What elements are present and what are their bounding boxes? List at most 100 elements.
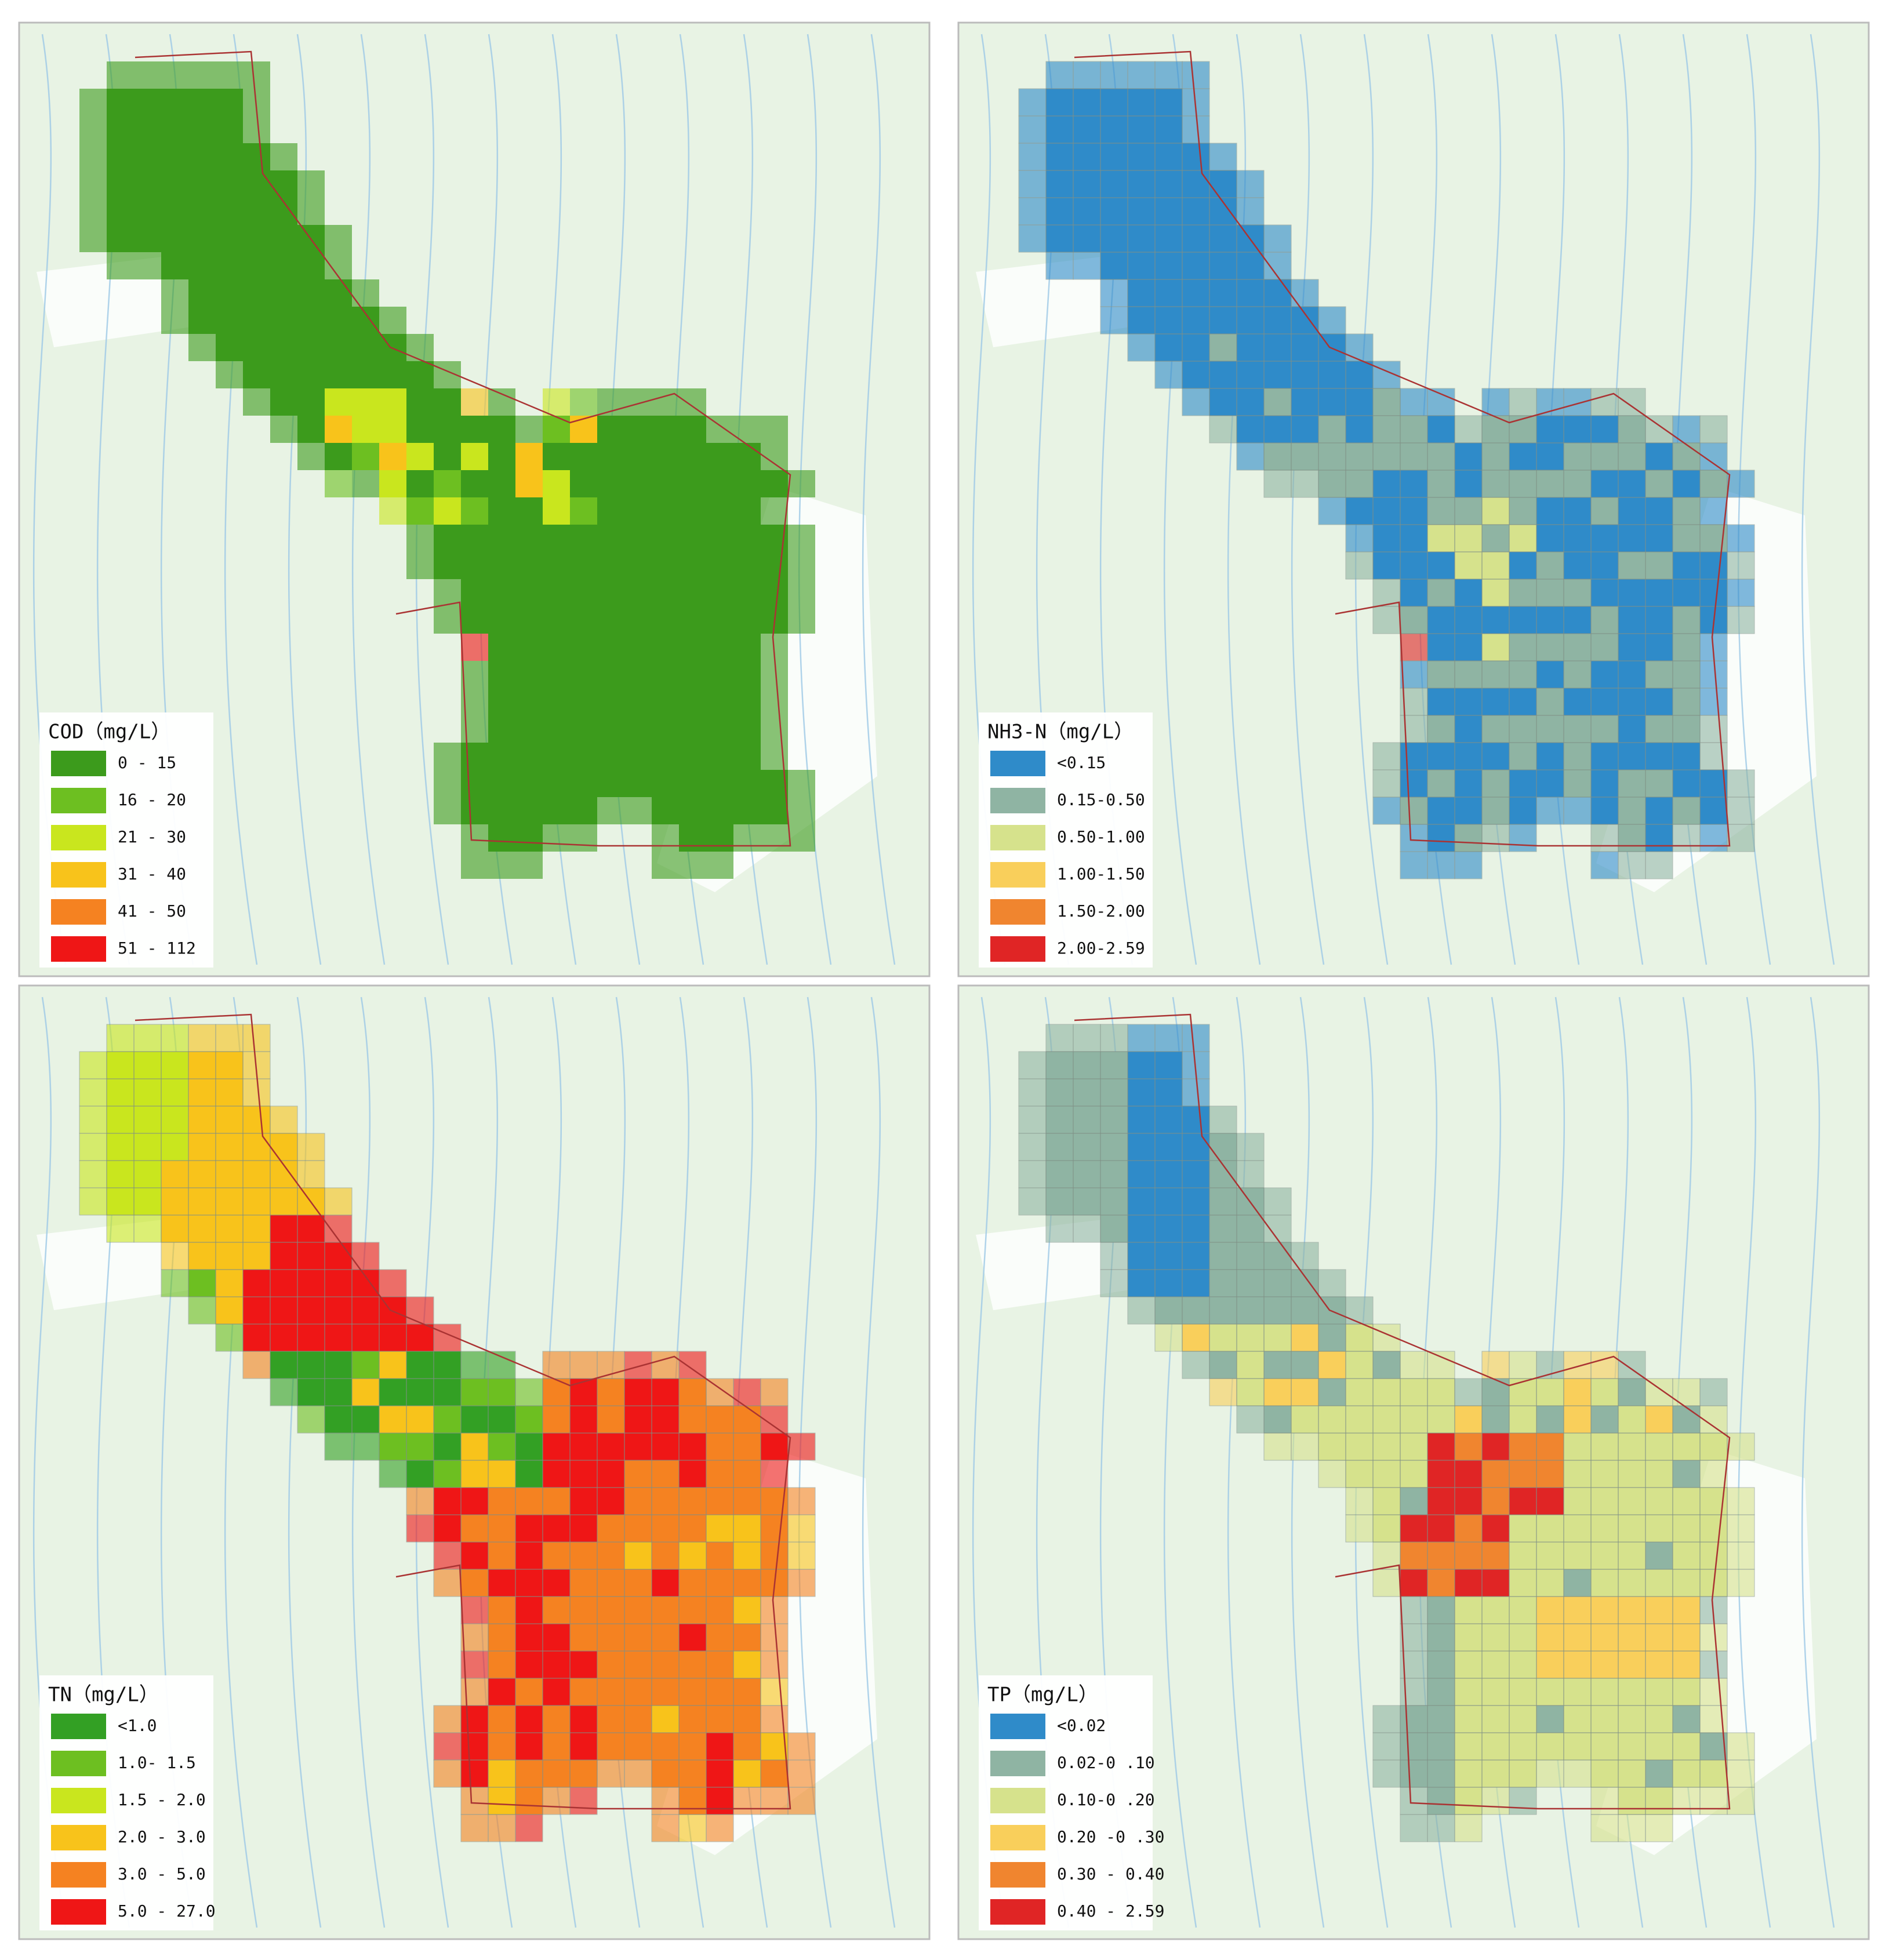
grid-cell (379, 497, 406, 525)
grid-cell (1699, 797, 1728, 825)
grid-cell (733, 1432, 761, 1461)
grid-cell (1509, 633, 1537, 661)
grid-cell (243, 307, 270, 334)
grid-cell (569, 1569, 598, 1597)
grid-cell (760, 1623, 789, 1652)
grid-cell (1618, 824, 1646, 852)
grid-cell (188, 198, 216, 225)
grid-cell (1182, 1351, 1210, 1379)
grid-cell (543, 661, 570, 688)
grid-cell (1073, 1160, 1101, 1188)
grid-cell (706, 525, 733, 552)
grid-cell (188, 1160, 216, 1188)
grid-cell (1400, 524, 1428, 552)
grid-cell (515, 1650, 543, 1679)
grid-cell (133, 1106, 162, 1134)
grid-cell (1672, 579, 1701, 607)
grid-cell (488, 1514, 516, 1543)
grid-cell (1018, 115, 1047, 144)
grid-cell (624, 743, 652, 770)
grid-cell (1481, 497, 1510, 525)
grid-cell (597, 1541, 625, 1570)
grid-cell (597, 1487, 625, 1515)
grid-cell (597, 1378, 625, 1406)
grid-cell (1590, 470, 1619, 498)
grid-cell (488, 1351, 516, 1379)
grid-cell (351, 1405, 380, 1434)
grid-cell (1645, 497, 1673, 525)
grid-cell (624, 1487, 652, 1515)
grid-cell (1645, 851, 1673, 879)
grid-cell (79, 1187, 107, 1216)
grid-cell (1509, 1405, 1537, 1434)
grid-cell (1590, 1514, 1619, 1543)
grid-cell (1427, 551, 1455, 580)
grid-cell (542, 1351, 571, 1379)
grid-cell (761, 416, 788, 443)
grid-cell (1182, 61, 1210, 89)
grid-cell (543, 715, 570, 743)
grid-cell (624, 606, 652, 634)
grid-cell (1045, 143, 1074, 171)
grid-cell (1263, 279, 1292, 307)
grid-cell (733, 661, 761, 688)
grid-cell (1645, 1514, 1673, 1543)
grid-cell (488, 797, 515, 824)
grid-cell (515, 1378, 543, 1406)
grid-cell (1154, 1242, 1183, 1270)
grid-cell (597, 497, 624, 525)
grid-cell (1618, 606, 1646, 634)
grid-cell (760, 1432, 789, 1461)
grid-cell (1372, 551, 1401, 580)
grid-cell (1563, 1432, 1592, 1461)
grid-cell (733, 1705, 761, 1733)
grid-cell (324, 1378, 353, 1406)
grid-cell (597, 770, 624, 797)
grid-cell (1291, 1351, 1319, 1379)
grid-cell (406, 1323, 434, 1352)
grid-cell (1454, 824, 1483, 852)
grid-cell (1618, 633, 1646, 661)
grid-cell (215, 1296, 244, 1325)
grid-cell (1427, 1759, 1455, 1788)
grid-cell (678, 1405, 707, 1434)
grid-cell (515, 1541, 543, 1570)
grid-cell (325, 334, 352, 361)
grid-cell (1318, 1269, 1346, 1297)
grid-cell (1590, 1351, 1619, 1379)
grid-cell (1509, 442, 1537, 471)
grid-cell (270, 361, 297, 388)
grid-cell (1182, 333, 1210, 362)
grid-cell (1645, 606, 1673, 634)
legend-swatch (51, 936, 106, 962)
grid-cell (1182, 224, 1210, 253)
grid-cell (1100, 1269, 1128, 1297)
grid-cell (1672, 1405, 1701, 1434)
grid-cell (1427, 851, 1455, 879)
boundary (1074, 50, 1731, 847)
grid-cell (1618, 1432, 1646, 1461)
grid-cell (243, 116, 270, 143)
grid-cell (1291, 1296, 1319, 1325)
grid-cell (406, 1514, 434, 1543)
grid-cell (79, 116, 107, 143)
grid-cell (515, 497, 543, 525)
grid-cell (1263, 1296, 1292, 1325)
grid-cell (651, 1460, 680, 1488)
grid-cell (1263, 361, 1292, 389)
grid-cell (324, 1323, 353, 1352)
grid-cell (1127, 143, 1156, 171)
grid-cell (597, 661, 624, 688)
legend-label: <1.0 (118, 1716, 157, 1735)
grid-cell (351, 1432, 380, 1461)
grid-cell (379, 361, 406, 388)
grid-cell (1100, 197, 1128, 226)
grid-cell (270, 279, 297, 307)
grid-cell (570, 525, 597, 552)
grid-cell (460, 1514, 489, 1543)
boundary (135, 50, 791, 847)
grid-cell (569, 1787, 598, 1815)
grid-cell (1318, 1351, 1346, 1379)
grid-cell (1209, 1214, 1237, 1243)
grid-cell (652, 443, 679, 470)
